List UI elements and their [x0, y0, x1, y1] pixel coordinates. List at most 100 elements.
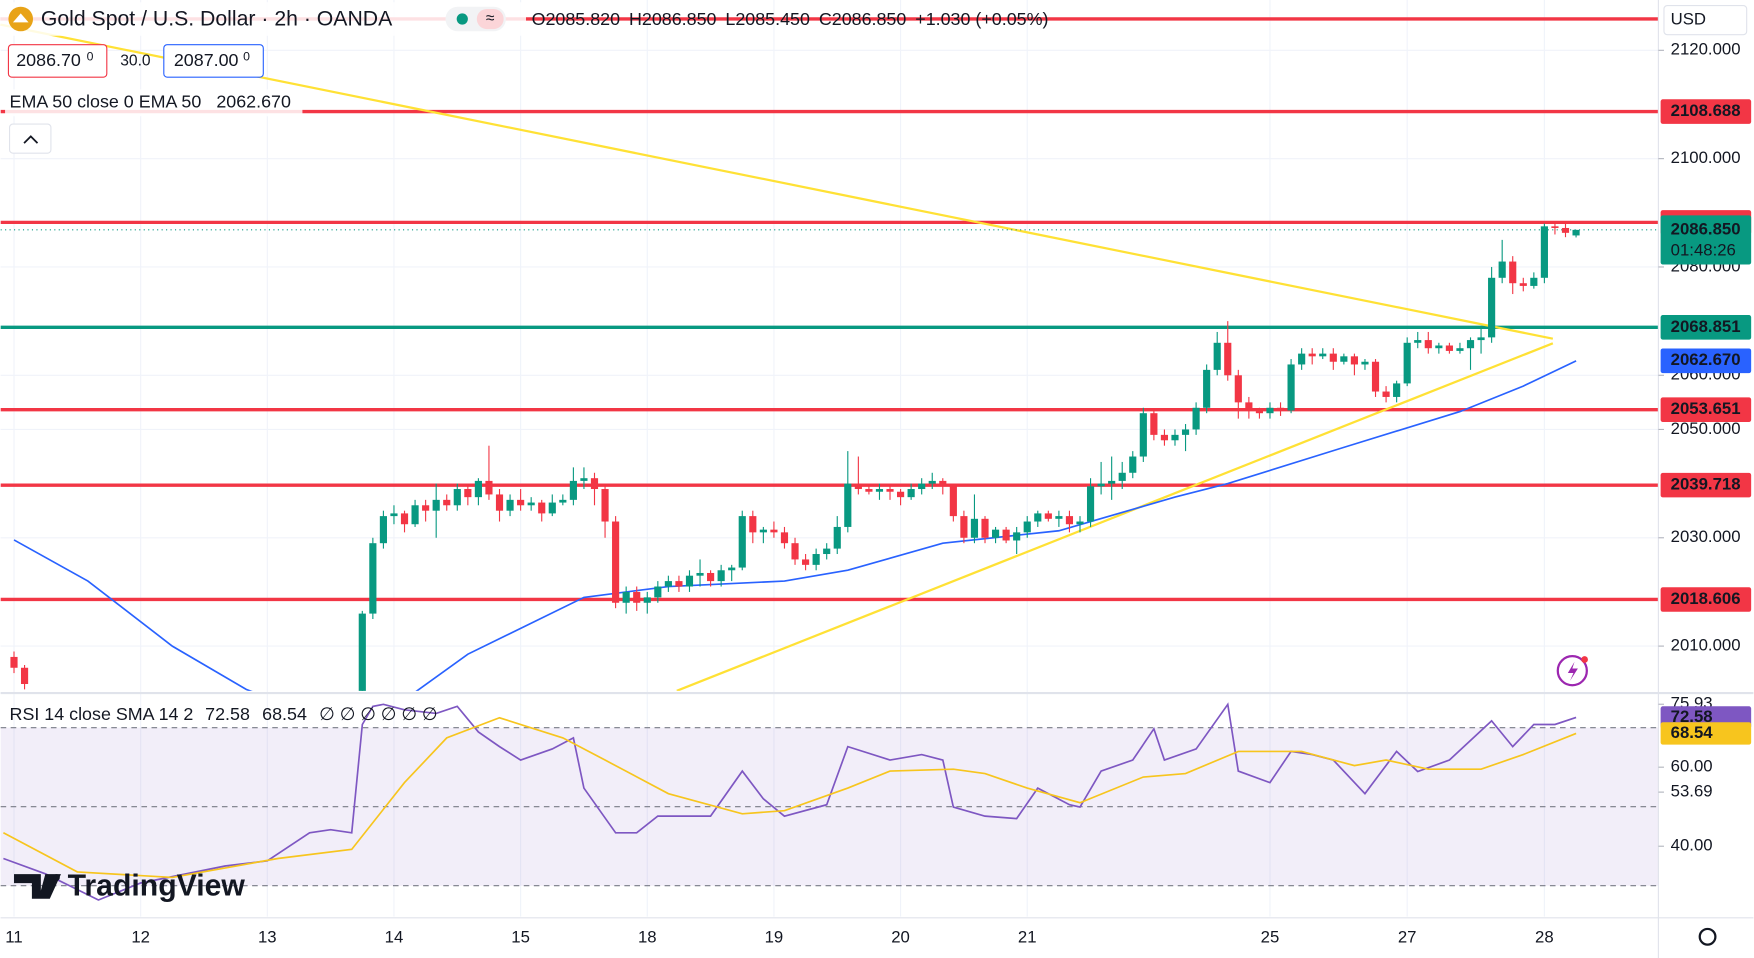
- watermark-icon-dot: [53, 874, 60, 881]
- candle-body: [601, 489, 609, 522]
- x-tick-label: 11: [5, 927, 22, 946]
- ema-value: 2062.670: [216, 92, 291, 112]
- candle-body: [422, 505, 430, 511]
- symbol-title: Gold Spot / U.S. Dollar · 2h · OANDA: [41, 8, 393, 31]
- candle-body: [495, 494, 504, 511]
- collapse-icon: [23, 135, 39, 144]
- candle-body: [580, 478, 588, 481]
- x-tick-label: 27: [1398, 927, 1417, 946]
- last-price-bg: [1660, 215, 1752, 265]
- candle-body: [1203, 369, 1211, 408]
- candle-body: [1181, 429, 1190, 435]
- alert-bolt: [1567, 661, 1578, 681]
- candle-body: [749, 516, 757, 533]
- candle-body: [1013, 532, 1021, 541]
- candle-body: [1382, 391, 1390, 397]
- rsi-sma-value: 68.54: [262, 704, 307, 724]
- rsi-legend: RSI 14 close SMA 14 2: [10, 704, 194, 724]
- candle-body: [1435, 345, 1443, 349]
- candle-body: [654, 586, 662, 598]
- candle-body: [10, 656, 18, 668]
- candle-body: [738, 516, 746, 568]
- rsi-pane: [0, 702, 1659, 901]
- watermark-icon: [14, 874, 61, 899]
- buy-button[interactable]: [163, 44, 264, 78]
- candle-body: [633, 591, 641, 603]
- candle-body: [823, 548, 831, 555]
- hline-label: 2068.851: [1671, 317, 1741, 336]
- rsi-empty: ∅ ∅ ∅ ∅ ∅ ∅: [319, 704, 437, 724]
- ohlc-value: L2085.450: [725, 9, 810, 29]
- rsi-y-tick-label: 60.00: [1671, 757, 1713, 776]
- ohlc-value: O2085.820: [532, 9, 621, 29]
- candle-body: [1308, 353, 1316, 357]
- candle-body: [559, 499, 567, 503]
- candle-body: [865, 489, 873, 492]
- ohlc-value: C2086.850: [819, 9, 907, 29]
- sell-button[interactable]: [7, 44, 108, 78]
- candle-body: [728, 567, 736, 571]
- buy-price: 2087.00: [174, 50, 239, 70]
- ema-legend-bg: [5, 89, 303, 117]
- candle-body: [1192, 407, 1200, 430]
- candle-body: [390, 513, 398, 517]
- ema-legend: EMA 50 close 0 EMA 50: [10, 92, 202, 112]
- candle-body: [1424, 340, 1432, 349]
- candle-body: [517, 499, 525, 506]
- rsi-value-label: 72.58: [1671, 707, 1713, 726]
- x-tick-label: 25: [1261, 927, 1280, 946]
- settings-icon[interactable]: [1698, 927, 1717, 946]
- spread: 30.0: [120, 53, 151, 70]
- candle-body: [400, 513, 409, 525]
- candle-body: [707, 572, 715, 582]
- alert-dot: [1581, 656, 1588, 663]
- candle-body: [1150, 413, 1158, 435]
- candle-body: [1414, 340, 1422, 343]
- candle-body: [538, 502, 546, 514]
- watermark: TradingView: [68, 870, 246, 903]
- candle-body: [1129, 456, 1137, 473]
- candle-body: [1224, 342, 1232, 376]
- x-tick-label: 15: [511, 927, 530, 946]
- y-tick-label: 2100.000: [1671, 148, 1741, 167]
- collapse-button[interactable]: [8, 123, 52, 154]
- candle-body: [1519, 283, 1527, 286]
- candle-body: [1298, 353, 1306, 365]
- candle-body: [1234, 375, 1242, 403]
- rsi-line: [3, 716, 1577, 879]
- ohlc-legend: O2085.820 H2086.850 L2085.450 C2086.850 +1.0…: [532, 9, 1049, 29]
- candle-body: [1340, 356, 1348, 362]
- candle-body: [643, 597, 651, 603]
- market-open-dot: [456, 13, 468, 25]
- hline-label-bg: [1660, 397, 1752, 422]
- candle-body: [464, 489, 472, 498]
- candle-body: [569, 480, 577, 500]
- ema-price-label: 2062.670: [1671, 350, 1741, 369]
- alert-icon[interactable]: [1556, 655, 1588, 687]
- candle-body: [379, 516, 387, 544]
- rsi-y-tick-label: 40.00: [1671, 836, 1713, 855]
- candle-body: [1097, 483, 1105, 487]
- candle-body: [506, 499, 514, 511]
- last-price-label: 2086.850: [1671, 219, 1741, 238]
- candle-body: [1477, 337, 1485, 341]
- rsi-value-label-bg: [1660, 722, 1752, 745]
- candle-body: [685, 575, 694, 587]
- hline-label-bg: [1660, 587, 1752, 612]
- sell-price: 2086.70: [16, 50, 81, 70]
- candle-body: [1551, 226, 1559, 228]
- candle-body: [1403, 342, 1411, 384]
- candle-body: [918, 483, 926, 490]
- x-tick-label: 28: [1535, 927, 1554, 946]
- candle-body: [1160, 434, 1169, 441]
- candle-body: [1118, 472, 1126, 481]
- grid: [0, 0, 1659, 917]
- candle-body: [485, 480, 493, 495]
- candle-body: [1086, 486, 1095, 522]
- candle-body: [981, 518, 989, 538]
- candle-body: [1108, 480, 1116, 484]
- x-tick-label: 21: [1018, 927, 1037, 946]
- currency-button[interactable]: [1663, 5, 1748, 36]
